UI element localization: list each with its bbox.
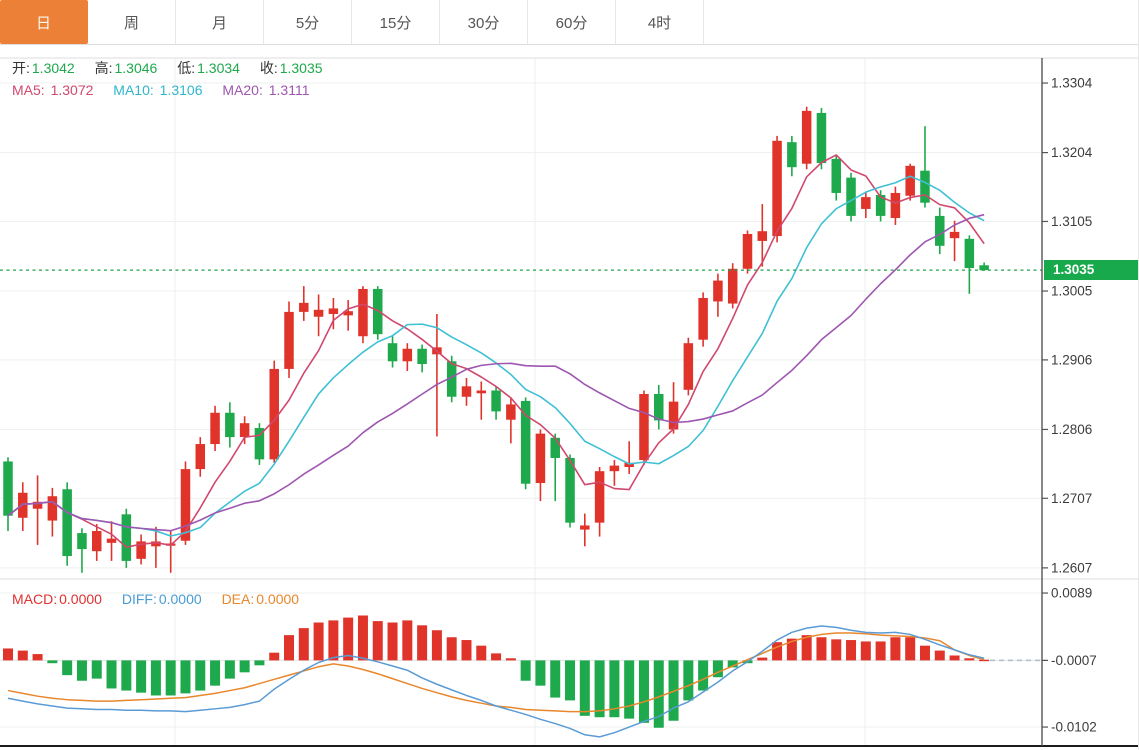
svg-text:0.0089: 0.0089 (1051, 586, 1092, 601)
open-label: 开: (12, 60, 30, 76)
dea-label: DEA: (221, 591, 255, 607)
open-value: 1.3042 (31, 60, 75, 76)
high-label: 高: (94, 60, 113, 76)
ma-legend: MA5: 1.3072 MA10: 1.3106 MA20: 1.3111 (12, 82, 325, 98)
low-value: 1.3034 (197, 60, 240, 76)
ma5-label: MA5: (12, 82, 45, 98)
dea-value: 0.0000 (256, 591, 300, 607)
svg-text:1.2806: 1.2806 (1051, 422, 1092, 437)
current-price-badge: 1.3035 (1044, 260, 1138, 281)
diff-value: 0.0000 (158, 591, 202, 607)
close-value: 1.3035 (279, 60, 323, 76)
tab-5min[interactable]: 5分 (264, 0, 352, 44)
close-label: 收: (259, 60, 278, 76)
low-label: 低: (177, 60, 196, 76)
tab-month[interactable]: 月 (176, 0, 264, 44)
svg-text:1.2906: 1.2906 (1051, 352, 1092, 367)
kline-chart-canvas[interactable]: 1.3304 1.3204 1.3105 1.3005 1.2906 1.2806 1.27… (0, 45, 1139, 750)
chart-stage: 1.3304 1.3204 1.3105 1.3005 1.2906 1.2806 1.27… (0, 45, 1139, 750)
svg-text:1.3105: 1.3105 (1051, 214, 1092, 229)
ma10-label: MA10: (113, 82, 154, 98)
svg-text:1.2707: 1.2707 (1051, 491, 1092, 506)
macd-label: MACD: (12, 591, 58, 607)
timeframe-tabbar: 日 周 月 5分 15分 30分 60分 4时 (0, 0, 1138, 45)
ma20-value: 1.3111 (268, 82, 310, 98)
svg-text:1.3304: 1.3304 (1051, 76, 1093, 91)
svg-text:1.2607: 1.2607 (1051, 560, 1092, 575)
macd-value: 0.0000 (59, 591, 102, 607)
tab-day[interactable]: 日 (0, 0, 88, 44)
svg-text:-0.0007: -0.0007 (1051, 653, 1097, 668)
tab-15min[interactable]: 15分 (352, 0, 440, 44)
svg-text:-0.0102: -0.0102 (1051, 720, 1097, 735)
tabbar-filler (704, 0, 1138, 44)
ma20-label: MA20: (222, 82, 263, 98)
tab-30min[interactable]: 30分 (440, 0, 528, 44)
diff-label: DIFF: (121, 591, 157, 607)
macd-legend: MACD: 0.0000 DIFF: 0.0000 DEA: 0.0000 (12, 591, 315, 607)
svg-text:1.3204: 1.3204 (1051, 145, 1093, 160)
tab-4hour[interactable]: 4时 (616, 0, 704, 44)
high-value: 1.3046 (114, 60, 158, 76)
ma10-value: 1.3106 (159, 82, 203, 98)
ma5-value: 1.3072 (50, 82, 94, 98)
tab-week[interactable]: 周 (88, 0, 176, 44)
tab-60min[interactable]: 60分 (528, 0, 616, 44)
svg-text:1.3005: 1.3005 (1051, 284, 1092, 299)
ohlc-legend: 开: 1.3042 高: 1.3046 低: 1.3034 收: 1.3035 (12, 58, 339, 78)
